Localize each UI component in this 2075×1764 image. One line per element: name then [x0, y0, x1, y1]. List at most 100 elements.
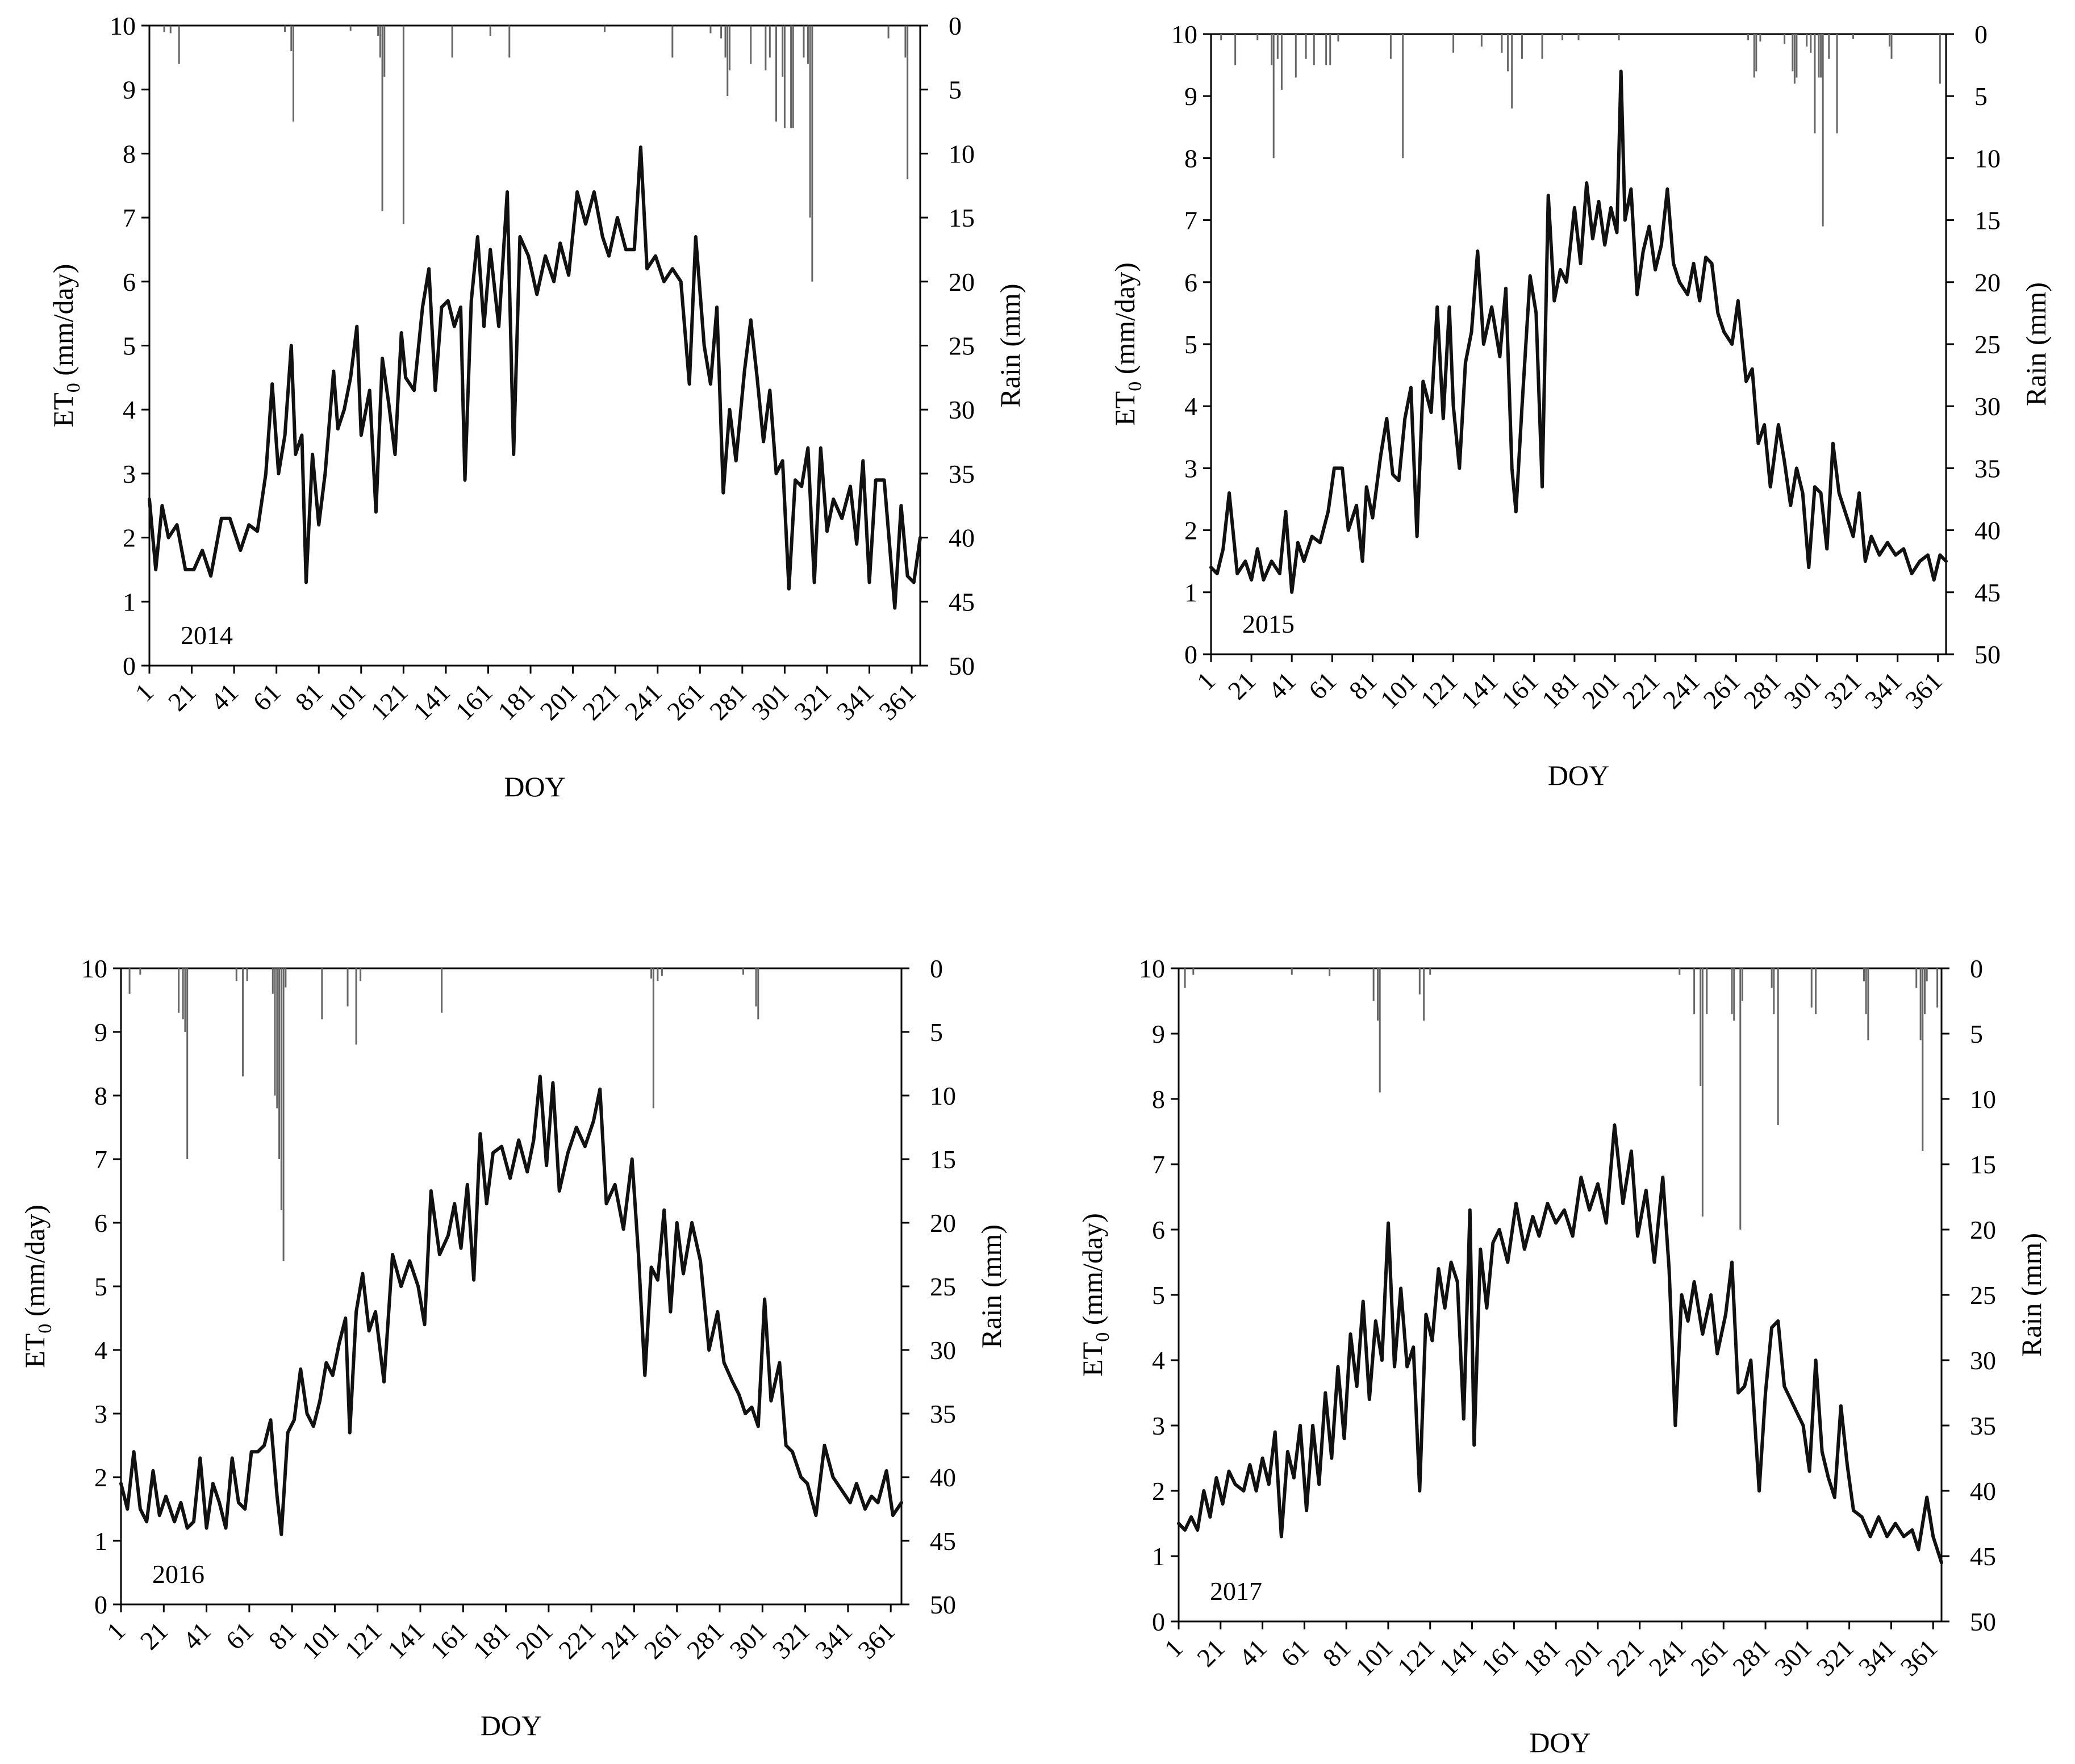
y-tick-label: 0	[1184, 640, 1197, 669]
y-tick-label: 4	[123, 395, 136, 424]
x-tick-label: 301	[746, 678, 795, 726]
y2-axis-title: Rain (mm)	[975, 1224, 1007, 1348]
y2-tick-label: 20	[1974, 268, 2001, 297]
x-tick-label: 261	[1685, 1633, 1734, 1682]
y2-tick-label: 40	[930, 1463, 956, 1492]
x-tick-label: 61	[247, 678, 286, 717]
x-tick-label: 201	[510, 1616, 558, 1665]
y2-tick-label: 15	[949, 203, 975, 232]
x-tick-label: 361	[1899, 666, 1948, 714]
y-tick-label: 7	[123, 203, 136, 232]
y-axis-title-unit: (mm/day)	[1076, 1213, 1108, 1332]
y2-tick-label: 15	[1970, 1150, 1996, 1179]
y2-tick-label: 0	[1974, 20, 1988, 49]
x-tick-label: 261	[638, 1616, 687, 1665]
x-tick-label: 361	[1894, 1633, 1943, 1682]
y-tick-label: 3	[123, 459, 136, 488]
x-tick-label: 341	[1859, 666, 1907, 714]
y2-tick-label: 30	[1974, 392, 2001, 421]
x-tick-label: 201	[1559, 1633, 1608, 1682]
x-tick-label: 81	[290, 678, 329, 717]
y2-tick-label: 15	[930, 1145, 956, 1174]
year-label: 2015	[1242, 609, 1295, 638]
x-tick-label: 61	[1303, 666, 1342, 705]
x-tick-label: 121	[1392, 1633, 1440, 1682]
x-tick-label: 21	[162, 678, 202, 717]
y-tick-label: 5	[94, 1272, 107, 1301]
y-tick-label: 5	[1152, 1281, 1165, 1310]
y2-tick-label: 35	[949, 459, 975, 488]
x-tick-label: 301	[1769, 1633, 1817, 1682]
x-tick-label: 141	[1434, 1633, 1482, 1682]
x-tick-label: 321	[788, 678, 837, 726]
x-tick-label: 281	[1738, 666, 1786, 714]
y2-tick-label: 5	[949, 76, 962, 104]
y2-tick-label: 50	[1974, 640, 2001, 669]
y-axis-title: ET0 (mm/day)	[1076, 1213, 1113, 1377]
y2-tick-label: 0	[1970, 954, 1983, 983]
y-axis-title-main: ET	[1109, 391, 1141, 426]
y2-tick-label: 25	[949, 332, 975, 361]
y-tick-label: 0	[123, 651, 136, 680]
y-tick-label: 5	[123, 332, 136, 361]
y-tick-label: 8	[94, 1081, 107, 1110]
y2-tick-label: 10	[1970, 1085, 1996, 1114]
x-tick-label: 341	[831, 678, 879, 726]
y-axis-title-unit: (mm/day)	[1109, 262, 1141, 382]
y-tick-label: 1	[1184, 578, 1197, 607]
x-tick-label: 301	[724, 1616, 773, 1665]
x-tick-label: 101	[323, 678, 371, 726]
x-tick-label: 221	[1601, 1633, 1650, 1682]
et0-series-line	[1209, 69, 1948, 594]
y-tick-label: 10	[110, 11, 136, 40]
x-tick-label: 241	[619, 678, 667, 726]
year-label: 2014	[181, 621, 233, 650]
x-tick-label: 81	[1317, 1633, 1356, 1673]
x-tick-label: 121	[365, 678, 414, 726]
y2-tick-label: 40	[1970, 1477, 1996, 1506]
x-tick-label: 321	[767, 1616, 815, 1665]
x-tick-label: 321	[1819, 666, 1867, 714]
x-tick-label: 261	[662, 678, 710, 726]
y-tick-label: 1	[123, 587, 136, 616]
x-tick-label: 201	[1576, 666, 1625, 714]
x-tick-label: 361	[873, 678, 921, 726]
y-axis-title: ET0 (mm/day)	[1109, 262, 1146, 426]
et0-series-line	[1177, 1123, 1943, 1565]
x-tick-label: 61	[1275, 1633, 1314, 1673]
y2-tick-label: 10	[949, 139, 975, 168]
x-tick-label: 301	[1778, 666, 1827, 714]
x-tick-label: 361	[852, 1616, 900, 1665]
y2-tick-label: 0	[930, 954, 943, 983]
x-tick-label: 121	[1415, 666, 1463, 714]
x-tick-label: 61	[220, 1616, 259, 1656]
y-tick-label: 6	[94, 1209, 107, 1238]
y-tick-label: 4	[1152, 1346, 1165, 1375]
y-tick-label: 3	[1184, 454, 1197, 483]
y2-tick-label: 40	[1974, 516, 2001, 545]
x-tick-label: 1	[101, 1616, 131, 1646]
y-tick-label: 1	[1152, 1542, 1165, 1571]
x-tick-label: 181	[1517, 1633, 1565, 1682]
x-tick-label: 241	[1657, 666, 1705, 714]
x-tick-label: 161	[1476, 1633, 1524, 1682]
y-tick-label: 7	[1152, 1150, 1165, 1179]
x-tick-label: 141	[1455, 666, 1504, 714]
y2-tick-label: 30	[949, 395, 975, 424]
x-tick-label: 221	[553, 1616, 601, 1665]
y-axis-title-subscript: 0	[63, 383, 84, 392]
x-tick-label: 181	[467, 1616, 516, 1665]
y-axis-title-subscript: 0	[1125, 382, 1146, 391]
y-tick-label: 9	[94, 1018, 107, 1047]
y-tick-label: 3	[1152, 1411, 1165, 1440]
x-tick-label: 81	[263, 1616, 302, 1656]
y-axis-title-unit: (mm/day)	[19, 1205, 51, 1324]
x-tick-label: 21	[1191, 1633, 1230, 1673]
y-axis-title-main: ET	[1076, 1342, 1108, 1377]
y2-tick-label: 5	[930, 1018, 943, 1047]
year-label: 2017	[1210, 1577, 1262, 1606]
y2-tick-label: 45	[949, 587, 975, 616]
y-axis-title: ET0 (mm/day)	[19, 1205, 56, 1368]
x-tick-label: 141	[382, 1616, 430, 1665]
